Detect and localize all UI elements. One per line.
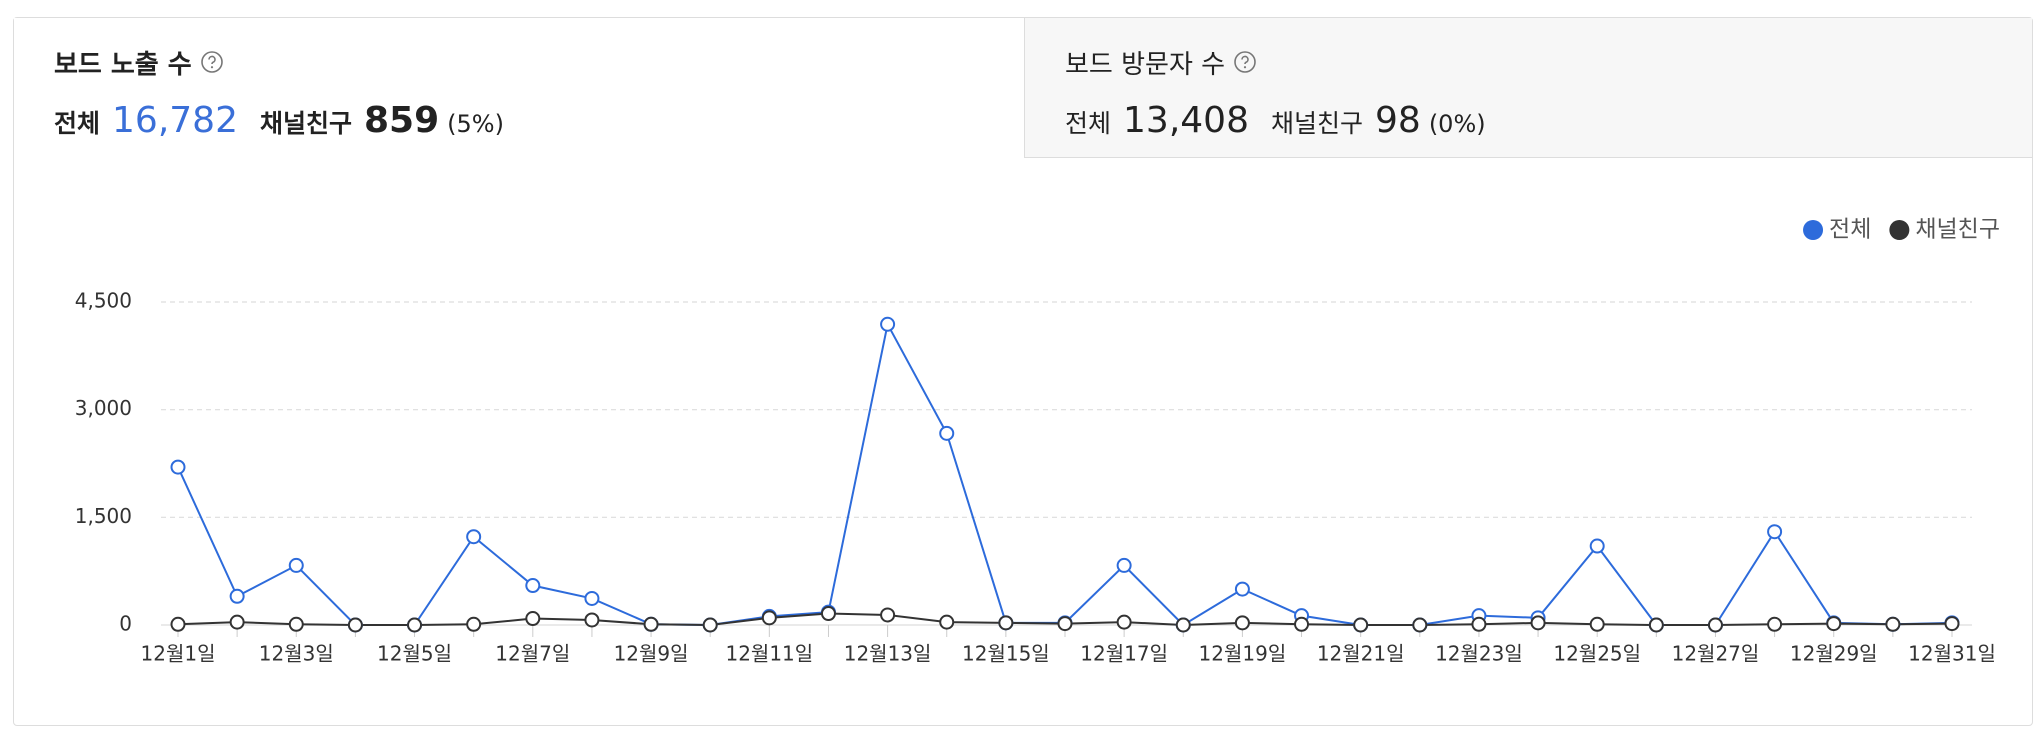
point	[1826, 616, 1842, 632]
point	[466, 616, 482, 632]
point	[820, 606, 836, 622]
x-tick-label: 12월7일	[495, 642, 570, 666]
point	[1471, 616, 1487, 632]
point	[170, 459, 186, 475]
point	[880, 607, 896, 623]
point	[939, 614, 955, 630]
point	[1767, 616, 1783, 632]
point	[525, 611, 541, 627]
x-tick-label: 12월17일	[1080, 642, 1168, 666]
y-tick-label: 3,000	[75, 396, 132, 420]
point	[702, 617, 718, 633]
legend-swatch	[1889, 220, 1910, 240]
stats: 전체 13,408 채널친구 98 (0%)	[1065, 100, 1992, 141]
point	[525, 578, 541, 594]
point	[1175, 617, 1191, 633]
x-tick-label: 12월15일	[962, 642, 1050, 666]
y-tick-label: 0	[119, 612, 132, 636]
point	[1116, 614, 1132, 630]
friend-value: 859	[364, 100, 440, 141]
total-label: 전체	[1065, 109, 1112, 138]
point	[347, 617, 363, 633]
total-label: 전체	[54, 109, 101, 138]
legend-label: 채널친구	[1915, 217, 2000, 243]
tab-title-row: 보드 방문자 수	[1065, 44, 1992, 80]
point	[288, 616, 304, 632]
point	[1530, 615, 1546, 631]
point	[1116, 557, 1132, 573]
point	[1234, 581, 1250, 597]
tab[interactable]: 보드 노출 수 전체 16,782 채널친구 859 (5%)	[14, 18, 1024, 158]
point	[466, 529, 482, 545]
friend-label: 채널친구	[259, 109, 352, 138]
point	[584, 612, 600, 628]
point	[229, 588, 245, 604]
x-tick-label: 12월3일	[259, 642, 334, 666]
friend-share: (0%)	[1428, 110, 1486, 138]
point	[407, 617, 423, 633]
point	[1589, 538, 1605, 554]
x-tick-label: 12월21일	[1317, 642, 1405, 666]
tab[interactable]: 보드 방문자 수 전체 13,408 채널친구 98 (0%)	[1024, 18, 2032, 158]
point	[1057, 616, 1073, 632]
point	[170, 616, 186, 632]
friend-share: (5%)	[447, 110, 504, 138]
series-line	[177, 321, 1953, 627]
x-tick-label: 12월27일	[1672, 642, 1760, 666]
point	[1944, 616, 1960, 632]
x-tick-label: 12월31일	[1908, 642, 1996, 666]
x-tick-label: 12월25일	[1553, 642, 1641, 666]
friend-value: 98	[1375, 100, 1421, 141]
stats: 전체 16,782 채널친구 859 (5%)	[54, 100, 984, 141]
x-tick-label: 12월5일	[377, 642, 452, 666]
point	[761, 610, 777, 626]
point	[1294, 616, 1310, 632]
point	[939, 425, 955, 441]
help-icon[interactable]	[200, 50, 224, 74]
point	[584, 590, 600, 606]
point	[1412, 617, 1428, 633]
legend-label: 전체	[1829, 217, 1871, 243]
point	[1707, 617, 1723, 633]
point	[1648, 617, 1664, 633]
point	[643, 616, 659, 632]
x-tick-label: 12월9일	[614, 642, 689, 666]
point	[880, 316, 896, 332]
x-tick-label: 12월23일	[1435, 642, 1523, 666]
point	[1353, 617, 1369, 633]
point	[1589, 616, 1605, 632]
y-tick-label: 4,500	[75, 289, 132, 313]
help-icon[interactable]	[1233, 50, 1257, 74]
x-tick-label: 12월29일	[1790, 642, 1878, 666]
point	[288, 557, 304, 573]
point	[1885, 616, 1901, 632]
x-tick-label: 12월13일	[844, 642, 932, 666]
y-tick-label: 1,500	[75, 504, 132, 528]
point	[998, 615, 1014, 631]
point	[1234, 615, 1250, 631]
point	[229, 614, 245, 630]
tab-title: 보드 방문자 수	[1065, 49, 1226, 80]
total-value: 16,782	[112, 100, 238, 141]
tab-title-row: 보드 노출 수	[54, 44, 984, 80]
x-tick-label: 12월1일	[141, 642, 216, 666]
x-tick-label: 12월11일	[725, 642, 813, 666]
card: 보드 노출 수 전체 16,782 채널친구 859 (5%) 보드 방문자 수…	[13, 17, 2033, 726]
legend-swatch	[1803, 220, 1824, 240]
total-value: 13,408	[1123, 100, 1249, 141]
point	[1767, 524, 1783, 540]
tab-title: 보드 노출 수	[54, 49, 192, 80]
x-tick-label: 12월19일	[1199, 642, 1287, 666]
friend-label: 채널친구	[1270, 109, 1363, 138]
